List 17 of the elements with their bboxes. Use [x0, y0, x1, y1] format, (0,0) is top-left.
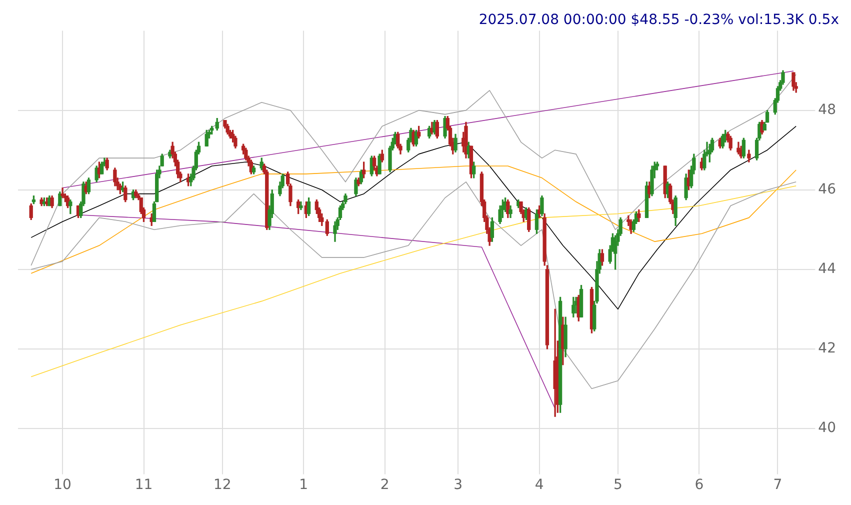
- y-tick-label: 42: [818, 340, 836, 357]
- x-tick-label: 12: [213, 477, 232, 494]
- y-tick-label: 40: [818, 420, 836, 436]
- y-tick-label: 44: [818, 261, 836, 278]
- x-tick-label: 3: [454, 477, 463, 494]
- x-tick-label: 11: [134, 477, 153, 494]
- y-tick-label: 46: [818, 181, 836, 198]
- candlestick: [60, 188, 64, 198]
- x-tick-label: 1: [299, 477, 308, 494]
- x-tick-label: 6: [694, 477, 704, 494]
- x-tick-label: 10: [54, 477, 72, 494]
- x-tick-label: 7: [773, 477, 782, 494]
- x-tick-label: 5: [613, 477, 622, 494]
- x-tick-label: 4: [534, 477, 544, 494]
- x-tick-label: 2: [380, 477, 390, 494]
- chart-title: 2025.07.08 00:00:00 $48.55 -0.23% vol:15.3K 0.5x: [478, 12, 839, 28]
- y-tick-label: 48: [818, 102, 836, 118]
